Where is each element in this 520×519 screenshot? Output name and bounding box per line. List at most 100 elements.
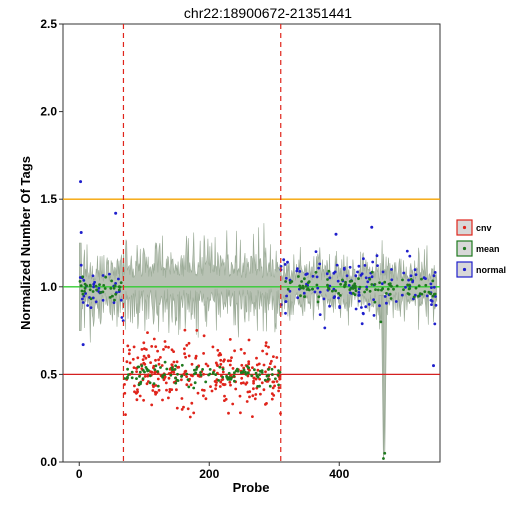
- normal-point: [414, 273, 418, 276]
- mean-point: [232, 374, 236, 378]
- y-tick-label: 2.5: [40, 17, 57, 31]
- mean-point: [299, 294, 302, 298]
- cnv-point: [243, 351, 246, 355]
- cnv-point: [270, 397, 274, 401]
- cnv-point: [219, 358, 223, 362]
- normal-point: [89, 306, 93, 309]
- cnv-point: [164, 381, 168, 385]
- mean-point: [212, 371, 215, 374]
- normal-point: [91, 296, 95, 300]
- mean-point: [402, 288, 405, 291]
- mean-point: [326, 283, 329, 287]
- cnv-point: [247, 338, 251, 342]
- normal-point: [354, 274, 358, 278]
- mean-point: [89, 284, 92, 288]
- mean-point: [353, 293, 357, 296]
- cnv-point: [206, 364, 210, 368]
- mean-point: [265, 374, 269, 378]
- mean-point: [389, 297, 393, 300]
- mean-point: [306, 281, 310, 285]
- normal-point: [91, 274, 95, 278]
- x-tick-label: 200: [199, 467, 219, 481]
- cnv-point: [170, 348, 174, 352]
- normal-point: [117, 277, 120, 281]
- normal-point: [288, 289, 292, 293]
- normal-point: [112, 301, 116, 304]
- mean-dip-point: [383, 451, 387, 455]
- x-axis: 0 200 400: [76, 462, 350, 481]
- cnv-point: [231, 402, 235, 406]
- normal-point: [285, 294, 288, 298]
- mean-point: [244, 372, 248, 376]
- normal-point: [433, 271, 437, 274]
- cnv-point: [253, 397, 257, 401]
- normal-point: [337, 296, 340, 300]
- cnv-point: [209, 385, 212, 388]
- cnv-point: [229, 383, 232, 387]
- mean-point: [192, 386, 196, 390]
- cnv-point: [231, 367, 235, 370]
- cnv-point: [131, 357, 135, 361]
- normal-point: [336, 279, 340, 283]
- normal-point: [101, 298, 105, 302]
- mean-point: [109, 287, 113, 290]
- normal-point: [354, 307, 358, 311]
- mean-point: [343, 284, 346, 287]
- mean-point: [370, 270, 374, 274]
- cnv-point: [252, 387, 255, 391]
- cnv-point: [265, 352, 269, 356]
- cnv-point: [167, 345, 170, 349]
- cnv-point: [248, 395, 251, 399]
- cnv-point: [152, 337, 156, 341]
- cnv-point: [125, 360, 129, 364]
- normal-point: [120, 316, 124, 319]
- cnv-point: [192, 411, 196, 415]
- mean-point: [218, 365, 222, 369]
- y-tick-label: 1.0: [40, 280, 57, 294]
- normal-outlier-point: [79, 180, 83, 184]
- cnv-point: [247, 362, 251, 366]
- mean-point: [276, 373, 280, 377]
- cnv-point: [245, 400, 249, 403]
- cnv-point: [277, 386, 281, 389]
- mean-point: [174, 376, 177, 380]
- mean-point: [327, 269, 331, 273]
- mean-point: [204, 380, 208, 384]
- cnv-point: [202, 372, 206, 376]
- cnv-point: [189, 383, 193, 387]
- cnv-point: [251, 415, 254, 418]
- mean-point: [180, 375, 183, 378]
- cnv-point: [213, 380, 217, 383]
- normal-point: [82, 279, 86, 282]
- normal-outlier-point: [334, 232, 338, 236]
- cnv-point: [183, 347, 186, 351]
- normal-point: [360, 322, 364, 326]
- mean-point: [409, 278, 413, 281]
- mean-point: [78, 280, 82, 283]
- mean-point: [113, 298, 116, 302]
- mean-point: [85, 284, 88, 288]
- mean-point: [245, 365, 249, 368]
- cnv-point: [244, 382, 248, 386]
- mean-point: [331, 289, 334, 293]
- normal-point: [81, 297, 84, 301]
- mean-point: [406, 283, 409, 287]
- mean-point: [392, 287, 395, 291]
- cnv-point: [170, 363, 174, 367]
- y-tick-label: 0.5: [40, 367, 57, 381]
- cnv-point: [251, 394, 255, 398]
- cnv-point: [230, 356, 233, 359]
- mean-point: [101, 290, 105, 294]
- normal-point: [357, 291, 361, 294]
- mean-point: [288, 281, 292, 285]
- mean-point: [208, 368, 212, 371]
- normal-outlier-point: [370, 225, 374, 229]
- cnv-point: [132, 366, 136, 369]
- mean-point: [199, 373, 203, 377]
- mean-point: [349, 287, 353, 290]
- mean-point: [187, 385, 191, 389]
- cnv-point: [143, 347, 146, 350]
- cnv-point: [262, 388, 266, 392]
- normal-outlier-point: [114, 211, 118, 215]
